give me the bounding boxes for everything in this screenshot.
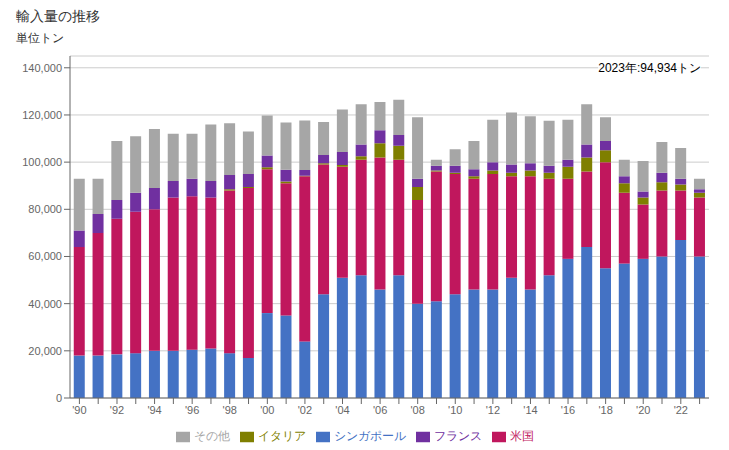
svg-text:'22: '22 xyxy=(674,404,688,416)
svg-text:'14: '14 xyxy=(523,404,537,416)
svg-text:'06: '06 xyxy=(373,404,387,416)
svg-text:20,000: 20,000 xyxy=(28,345,62,357)
svg-text:'02: '02 xyxy=(298,404,312,416)
svg-text:'10: '10 xyxy=(448,404,462,416)
svg-text:'96: '96 xyxy=(185,404,199,416)
svg-text:0: 0 xyxy=(56,392,62,404)
svg-text:'18: '18 xyxy=(598,404,612,416)
svg-text:120,000: 120,000 xyxy=(22,109,62,121)
svg-text:'04: '04 xyxy=(335,404,349,416)
svg-text:'20: '20 xyxy=(636,404,650,416)
html-text:単位トン: 単位トン xyxy=(16,31,64,45)
svg-text:'12: '12 xyxy=(486,404,500,416)
svg-text:'08: '08 xyxy=(411,404,425,416)
html-text:シンガポール: シンガポール xyxy=(333,429,406,443)
html-text:米国: 米国 xyxy=(509,429,534,443)
html-text:フランス: フランス xyxy=(433,429,482,443)
svg-text:'90: '90 xyxy=(72,404,86,416)
svg-text:'92: '92 xyxy=(110,404,124,416)
svg-text:'16: '16 xyxy=(561,404,575,416)
svg-text:'00: '00 xyxy=(260,404,274,416)
svg-text:100,000: 100,000 xyxy=(22,156,62,168)
svg-text:60,000: 60,000 xyxy=(28,250,62,262)
svg-text:80,000: 80,000 xyxy=(28,203,62,215)
svg-text:'98: '98 xyxy=(223,404,237,416)
svg-text:140,000: 140,000 xyxy=(22,62,62,74)
svg-text:'94: '94 xyxy=(147,404,161,416)
html-text:その他: その他 xyxy=(193,429,230,443)
html-text:輸入量の推移: 輸入量の推移 xyxy=(16,8,100,24)
svg-text:40,000: 40,000 xyxy=(28,298,62,310)
html-text:イタリア: イタリア xyxy=(257,429,306,443)
html-text:2023年:94,934トン: 2023年:94,934トン xyxy=(598,61,701,75)
